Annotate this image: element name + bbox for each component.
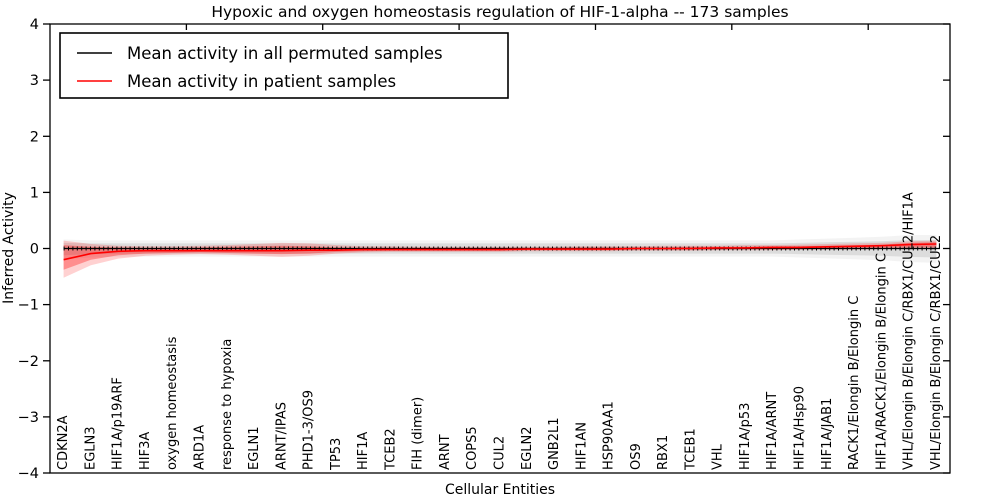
x-tick-label-hif1a-p53: HIF1A/p53 bbox=[738, 403, 753, 470]
y-tick-label: 2 bbox=[30, 129, 39, 145]
x-tick-label-ard1a: ARD1A bbox=[193, 425, 208, 470]
y-tick-label: −1 bbox=[18, 298, 39, 314]
x-tick-label-hif1a-arnt: HIF1A/ARNT bbox=[765, 392, 780, 470]
patient-band-inner bbox=[63, 242, 937, 270]
legend: Mean activity in all permuted samples Me… bbox=[59, 32, 509, 99]
x-tick-label-hsp90aa1: HSP90AA1 bbox=[602, 401, 617, 470]
x-tick-label-hif1a-p19arf: HIF1A/p19ARF bbox=[111, 377, 126, 470]
chart-title: Hypoxic and oxygen homeostasis regulatio… bbox=[211, 3, 788, 21]
x-tick-label-arnt: ARNT bbox=[438, 434, 453, 470]
y-tick-label: −3 bbox=[18, 410, 39, 426]
y-tick-label: 0 bbox=[30, 242, 39, 258]
patient-band-outer bbox=[63, 240, 937, 278]
y-tick-label: 3 bbox=[30, 73, 39, 89]
x-tick-label-response-to-hypoxia: response to hypoxia bbox=[220, 339, 235, 470]
x-tick-label-oxygen-homeostasis: oxygen homeostasis bbox=[165, 336, 180, 470]
y-tick-labels: −4 −3 −2 −1 0 1 2 3 4 bbox=[18, 17, 39, 482]
x-tick-label-hif1a-rack1-elongin-b-elongin-c: HIF1A/RACK1/Elongin B/Elongin C bbox=[874, 253, 889, 470]
axis-ticks-layer bbox=[43, 23, 950, 474]
x-tick-label-tceb2: TCEB2 bbox=[383, 428, 398, 471]
y-tick-label: 1 bbox=[30, 185, 39, 201]
x-tick-label-gnb2l1: GNB2L1 bbox=[547, 417, 562, 470]
x-tick-label-arnt-ipas: ARNT/IPAS bbox=[274, 402, 289, 470]
x-tick-label-tp53: TP53 bbox=[329, 438, 344, 471]
confidence-bands-layer bbox=[63, 235, 937, 278]
x-tick-label-rack1-elongin-b-elongin-c: RACK1/Elongin B/Elongin C bbox=[847, 296, 862, 470]
x-tick-label-egln2: EGLN2 bbox=[520, 426, 535, 470]
x-tick-label-rbx1: RBX1 bbox=[656, 435, 671, 470]
x-tick-label-hif1a-hsp90: HIF1A/Hsp90 bbox=[793, 386, 808, 470]
x-tick-label-tceb1: TCEB1 bbox=[683, 428, 698, 471]
x-tick-label-vhl-elongin-b-elongin-c-rbx1-cul2-hif1a: VHL/Elongin B/Elongin C/RBX1/CUL2/HIF1A bbox=[902, 192, 917, 470]
x-tick-label-hif3a: HIF3A bbox=[138, 432, 153, 470]
x-tick-label-vhl: VHL bbox=[711, 443, 726, 470]
x-tick-label-egln3: EGLN3 bbox=[83, 426, 98, 470]
legend-box bbox=[59, 32, 509, 99]
y-axis-label: Inferred Activity bbox=[1, 192, 17, 304]
x-tick-label-hif1a-jab1: HIF1A/JAB1 bbox=[820, 398, 835, 470]
y-tick-label: −4 bbox=[18, 466, 39, 482]
x-tick-label-cdkn2a: CDKN2A bbox=[56, 415, 71, 470]
x-tick-label-cul2: CUL2 bbox=[493, 436, 508, 470]
x-tick-label-egln1: EGLN1 bbox=[247, 426, 262, 470]
legend-label-patient: Mean activity in patient samples bbox=[127, 72, 396, 91]
x-tick-label-fih-dimer: FIH (dimer) bbox=[411, 397, 426, 470]
patient-mean-line bbox=[63, 243, 937, 261]
y-tick-label: −2 bbox=[18, 354, 39, 370]
x-tick-label-hif1a: HIF1A bbox=[356, 432, 371, 470]
x-tick-label-vhl-elongin-b-elongin-c-rbx1-cul2: VHL/Elongin B/Elongin C/RBX1/CUL2 bbox=[929, 235, 944, 470]
legend-label-permuted: Mean activity in all permuted samples bbox=[127, 44, 443, 63]
y-tick-label: 4 bbox=[30, 17, 39, 33]
x-tick-label-phd1-3-os9: PHD1-3/OS9 bbox=[302, 390, 317, 470]
x-tick-label-os9: OS9 bbox=[629, 443, 644, 470]
x-tick-labels: CDKN2A EGLN3 HIF1A/p19ARF HIF3A oxygen homeo… bbox=[56, 192, 944, 471]
x-tick-label-hif1an: HIF1AN bbox=[574, 422, 589, 470]
x-tick-label-cops5: COPS5 bbox=[465, 426, 480, 470]
series-lines-layer bbox=[63, 243, 937, 261]
x-axis-label: Cellular Entities bbox=[445, 482, 555, 498]
